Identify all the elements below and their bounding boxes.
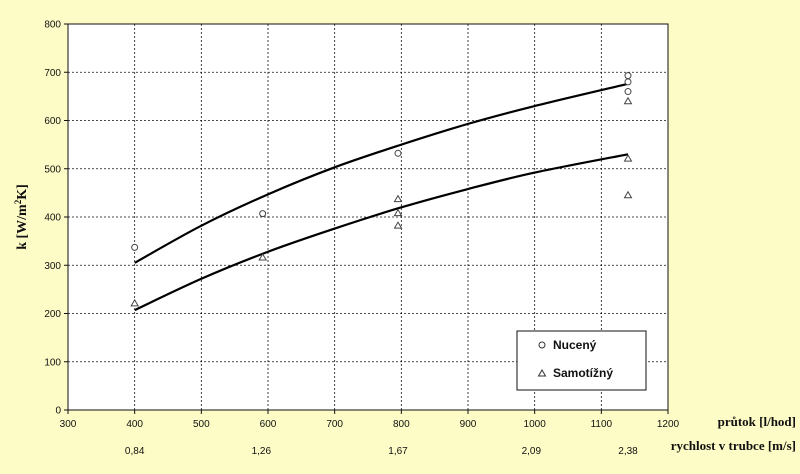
y-tick-label: 400	[44, 213, 61, 224]
point-samotizny	[623, 190, 633, 199]
trend-lines	[134, 82, 629, 312]
point-samotizny	[393, 221, 403, 229]
legend-marker-nuceny	[538, 341, 546, 349]
point-samotizny	[130, 298, 140, 307]
y-tick-label: 500	[44, 164, 61, 175]
x-tick-label: 1100	[591, 419, 613, 430]
legend: Nucený Samotížný	[516, 330, 647, 391]
point-nuceny	[624, 78, 632, 86]
point-nuceny	[624, 88, 632, 96]
legend-label-nuceny: Nucený	[553, 338, 597, 352]
x-tick-label: 500	[193, 419, 210, 430]
x-tick-label: 300	[60, 419, 77, 430]
x-tick-label: 800	[393, 419, 410, 430]
point-nuceny	[131, 243, 139, 251]
y-tick-labels: 0 100 200 300 400 500 600 700 800	[44, 20, 68, 417]
x-tick-label: 600	[260, 419, 277, 430]
x2-tick-label: 1,67	[388, 446, 408, 457]
point-samotizny	[393, 194, 403, 203]
trend-line-0	[134, 82, 629, 264]
point-nuceny	[394, 149, 402, 157]
point-nuceny	[259, 210, 267, 218]
y-tick-label: 800	[44, 20, 61, 31]
y-tick-label: 100	[44, 357, 61, 368]
x-tick-label: 400	[126, 419, 143, 430]
y-tick-label: 0	[55, 406, 61, 417]
y-tick-label: 700	[44, 68, 61, 79]
point-samotizny	[623, 96, 633, 105]
x-tick-labels: 300 400 500 600 700 800 900 1000 1100 1200	[60, 410, 680, 430]
y-tick-label: 600	[44, 116, 61, 127]
legend-box	[516, 330, 647, 391]
y-axis-label: k [W/m2K]	[13, 184, 30, 250]
point-nuceny	[624, 72, 632, 80]
x-axis-label: průtok [l/hod]	[718, 414, 796, 429]
x-tick-label: 1000	[524, 419, 547, 430]
x-tick-label: 1200	[657, 419, 680, 430]
gridlines	[68, 24, 668, 410]
x-tick-label: 700	[326, 419, 343, 430]
point-samotizny	[393, 208, 403, 217]
x2-tick-label: 2,09	[522, 446, 542, 457]
x-tick-label: 900	[460, 419, 477, 430]
legend-marker-samotizny	[537, 369, 547, 377]
x2-tick-label: 1,26	[252, 446, 272, 457]
data-points	[130, 72, 633, 307]
y-tick-label: 200	[44, 309, 61, 320]
y-tick-label: 300	[44, 261, 61, 272]
x2-axis-label: rychlost v trubce [m/s]	[671, 438, 796, 453]
legend-label-samotizny: Samotížný	[553, 366, 613, 380]
point-samotizny	[258, 253, 268, 261]
x2-tick-label: 2,38	[618, 446, 638, 457]
x2-tick-labels: 0,84 1,26 1,67 2,09 2,38	[125, 446, 638, 457]
x2-tick-label: 0,84	[125, 446, 145, 457]
point-samotizny	[623, 154, 633, 162]
trend-line-1	[134, 153, 629, 312]
